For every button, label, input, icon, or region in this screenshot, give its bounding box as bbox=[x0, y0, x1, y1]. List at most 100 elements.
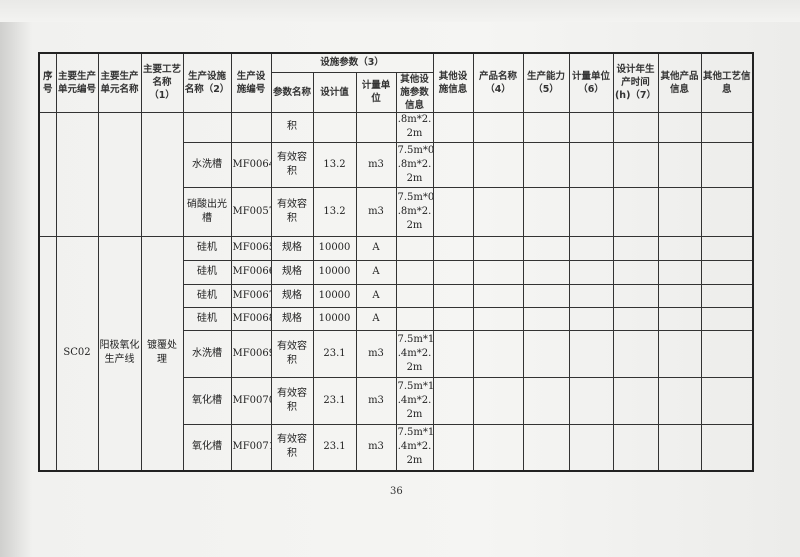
cell-empty bbox=[472, 329, 524, 378]
cell-empty bbox=[657, 306, 702, 331]
cell-empty bbox=[432, 376, 474, 425]
cell-facility-name: 氧化槽 bbox=[182, 423, 232, 472]
cell-empty bbox=[522, 259, 570, 285]
cell-empty bbox=[612, 283, 659, 308]
cell-unit: A bbox=[355, 235, 397, 261]
table-row: 氧化槽 MF0071 有效容积 23.1 m3 7.5m*1 .4m*2. 2m bbox=[39, 423, 754, 472]
cell-empty bbox=[700, 186, 754, 237]
cell-empty bbox=[522, 329, 570, 378]
facility-table: 序号 主要生产单元编号 主要生产单元名称 主要工艺名称（1） 生产设施名称（2）… bbox=[38, 52, 754, 472]
header-unit-name: 主要生产单元名称 bbox=[97, 52, 142, 113]
header-design-hours: 设计年生产时间(h)（7） bbox=[612, 52, 659, 113]
cell-unit: m3 bbox=[355, 376, 397, 425]
cell-facility-code: MF0064 bbox=[230, 141, 272, 188]
cell-unit: m3 bbox=[355, 141, 397, 188]
cell-empty bbox=[432, 259, 474, 285]
header-other-product: 其他产品信息 bbox=[657, 52, 702, 113]
header-facility-name: 生产设施名称（2） bbox=[182, 52, 232, 113]
cell-param-name: 规格 bbox=[270, 306, 314, 331]
cell-unit: A bbox=[355, 283, 397, 308]
cell-empty bbox=[612, 186, 659, 237]
cell-empty bbox=[432, 306, 474, 331]
cell-design-value: 10000 bbox=[312, 306, 357, 331]
cell-unit-code: SC02 bbox=[55, 235, 99, 472]
cell-unit-name: 阳极氧化生产线 bbox=[97, 235, 142, 472]
cell-design-value: 13.2 bbox=[312, 141, 357, 188]
cell-facility-name: 氧化槽 bbox=[182, 376, 232, 425]
cell-design-value: 23.1 bbox=[312, 376, 357, 425]
cell-other bbox=[395, 306, 434, 331]
cell-empty bbox=[657, 186, 702, 237]
cell-param-name: 有效容积 bbox=[270, 423, 314, 472]
cell-empty bbox=[432, 111, 474, 143]
cell-empty bbox=[612, 329, 659, 378]
cell-design-value: 23.1 bbox=[312, 329, 357, 378]
cell-empty bbox=[568, 259, 614, 285]
cell-unit: m3 bbox=[355, 423, 397, 472]
cell-facility-code bbox=[230, 111, 272, 143]
cell-facility-code: MF0066 bbox=[230, 259, 272, 285]
table-row: 水洗槽 MF0069 有效容积 23.1 m3 7.5m*1 .4m*2. 2m bbox=[39, 329, 754, 378]
cell-other: 7.5m*0 .8m*2. 2m bbox=[395, 186, 434, 237]
cell-empty bbox=[472, 423, 524, 472]
table-row: 硅机 MF0066 规格 10000 A bbox=[39, 259, 754, 285]
cell-facility-name: 水洗槽 bbox=[182, 329, 232, 378]
cell-facility-code: MF0069 bbox=[230, 329, 272, 378]
page-number: 36 bbox=[390, 486, 403, 497]
cell-facility-name: 硅机 bbox=[182, 259, 232, 285]
cell-empty bbox=[522, 111, 570, 143]
cell-facility-name: 硅机 bbox=[182, 306, 232, 331]
cell-empty bbox=[657, 141, 702, 188]
header-design-value: 设计值 bbox=[312, 71, 357, 113]
cell-other: 7.5m*0 .8m*2. 2m bbox=[395, 141, 434, 188]
cell-facility-name: 硅机 bbox=[182, 235, 232, 261]
cell-other bbox=[395, 259, 434, 285]
cell-empty bbox=[432, 141, 474, 188]
header-param-name: 参数名称 bbox=[270, 71, 314, 113]
cell-empty bbox=[612, 141, 659, 188]
header-other-facility: 其他设施信息 bbox=[432, 52, 474, 113]
cell-empty bbox=[472, 306, 524, 331]
cell-empty bbox=[472, 376, 524, 425]
cell-design-value: 23.1 bbox=[312, 423, 357, 472]
cell-empty bbox=[700, 306, 754, 331]
cell-param-name: 有效容积 bbox=[270, 141, 314, 188]
cell-empty bbox=[700, 111, 754, 143]
cell-empty bbox=[472, 141, 524, 188]
cell-empty bbox=[612, 306, 659, 331]
cell-empty bbox=[432, 186, 474, 237]
header-params-group: 设施参数（3） bbox=[270, 52, 434, 73]
cell-unit: A bbox=[355, 306, 397, 331]
cell-param-name: 有效容积 bbox=[270, 186, 314, 237]
cell-empty bbox=[657, 376, 702, 425]
cell-facility-code: MF0068 bbox=[230, 306, 272, 331]
cell-empty bbox=[432, 329, 474, 378]
cell-empty bbox=[522, 306, 570, 331]
cell-param-name: 积 bbox=[270, 111, 314, 143]
cell-empty bbox=[657, 329, 702, 378]
header-facility-code: 生产设施编号 bbox=[230, 52, 272, 113]
cell-empty bbox=[522, 186, 570, 237]
cell-design-value: 13.2 bbox=[312, 186, 357, 237]
cell-other: 7.5m*1 .4m*2. 2m bbox=[395, 376, 434, 425]
header-other-param: 其他设施参数信息 bbox=[395, 71, 434, 113]
header-process-name: 主要工艺名称（1） bbox=[140, 52, 184, 113]
cell-empty bbox=[700, 235, 754, 261]
cell-empty bbox=[568, 235, 614, 261]
cell-seq bbox=[38, 235, 57, 472]
table-row: SC02 阳极氧化生产线 镀覆处理 硅机 MF0065 规格 10000 A bbox=[38, 235, 754, 472]
cell-other: .8m*2. 2m bbox=[395, 111, 434, 143]
cell-empty bbox=[568, 111, 614, 143]
cell-empty bbox=[700, 423, 754, 472]
cell-design-value bbox=[312, 111, 357, 143]
cell-empty bbox=[472, 235, 524, 261]
cell-empty bbox=[568, 186, 614, 237]
cell-empty bbox=[522, 235, 570, 261]
cell-empty bbox=[612, 259, 659, 285]
cell-param-name: 规格 bbox=[270, 259, 314, 285]
cell-empty bbox=[522, 283, 570, 308]
cell-facility-name: 硅机 bbox=[182, 283, 232, 308]
cell-empty bbox=[568, 306, 614, 331]
cell-empty bbox=[612, 235, 659, 261]
cell-unit: m3 bbox=[355, 186, 397, 237]
